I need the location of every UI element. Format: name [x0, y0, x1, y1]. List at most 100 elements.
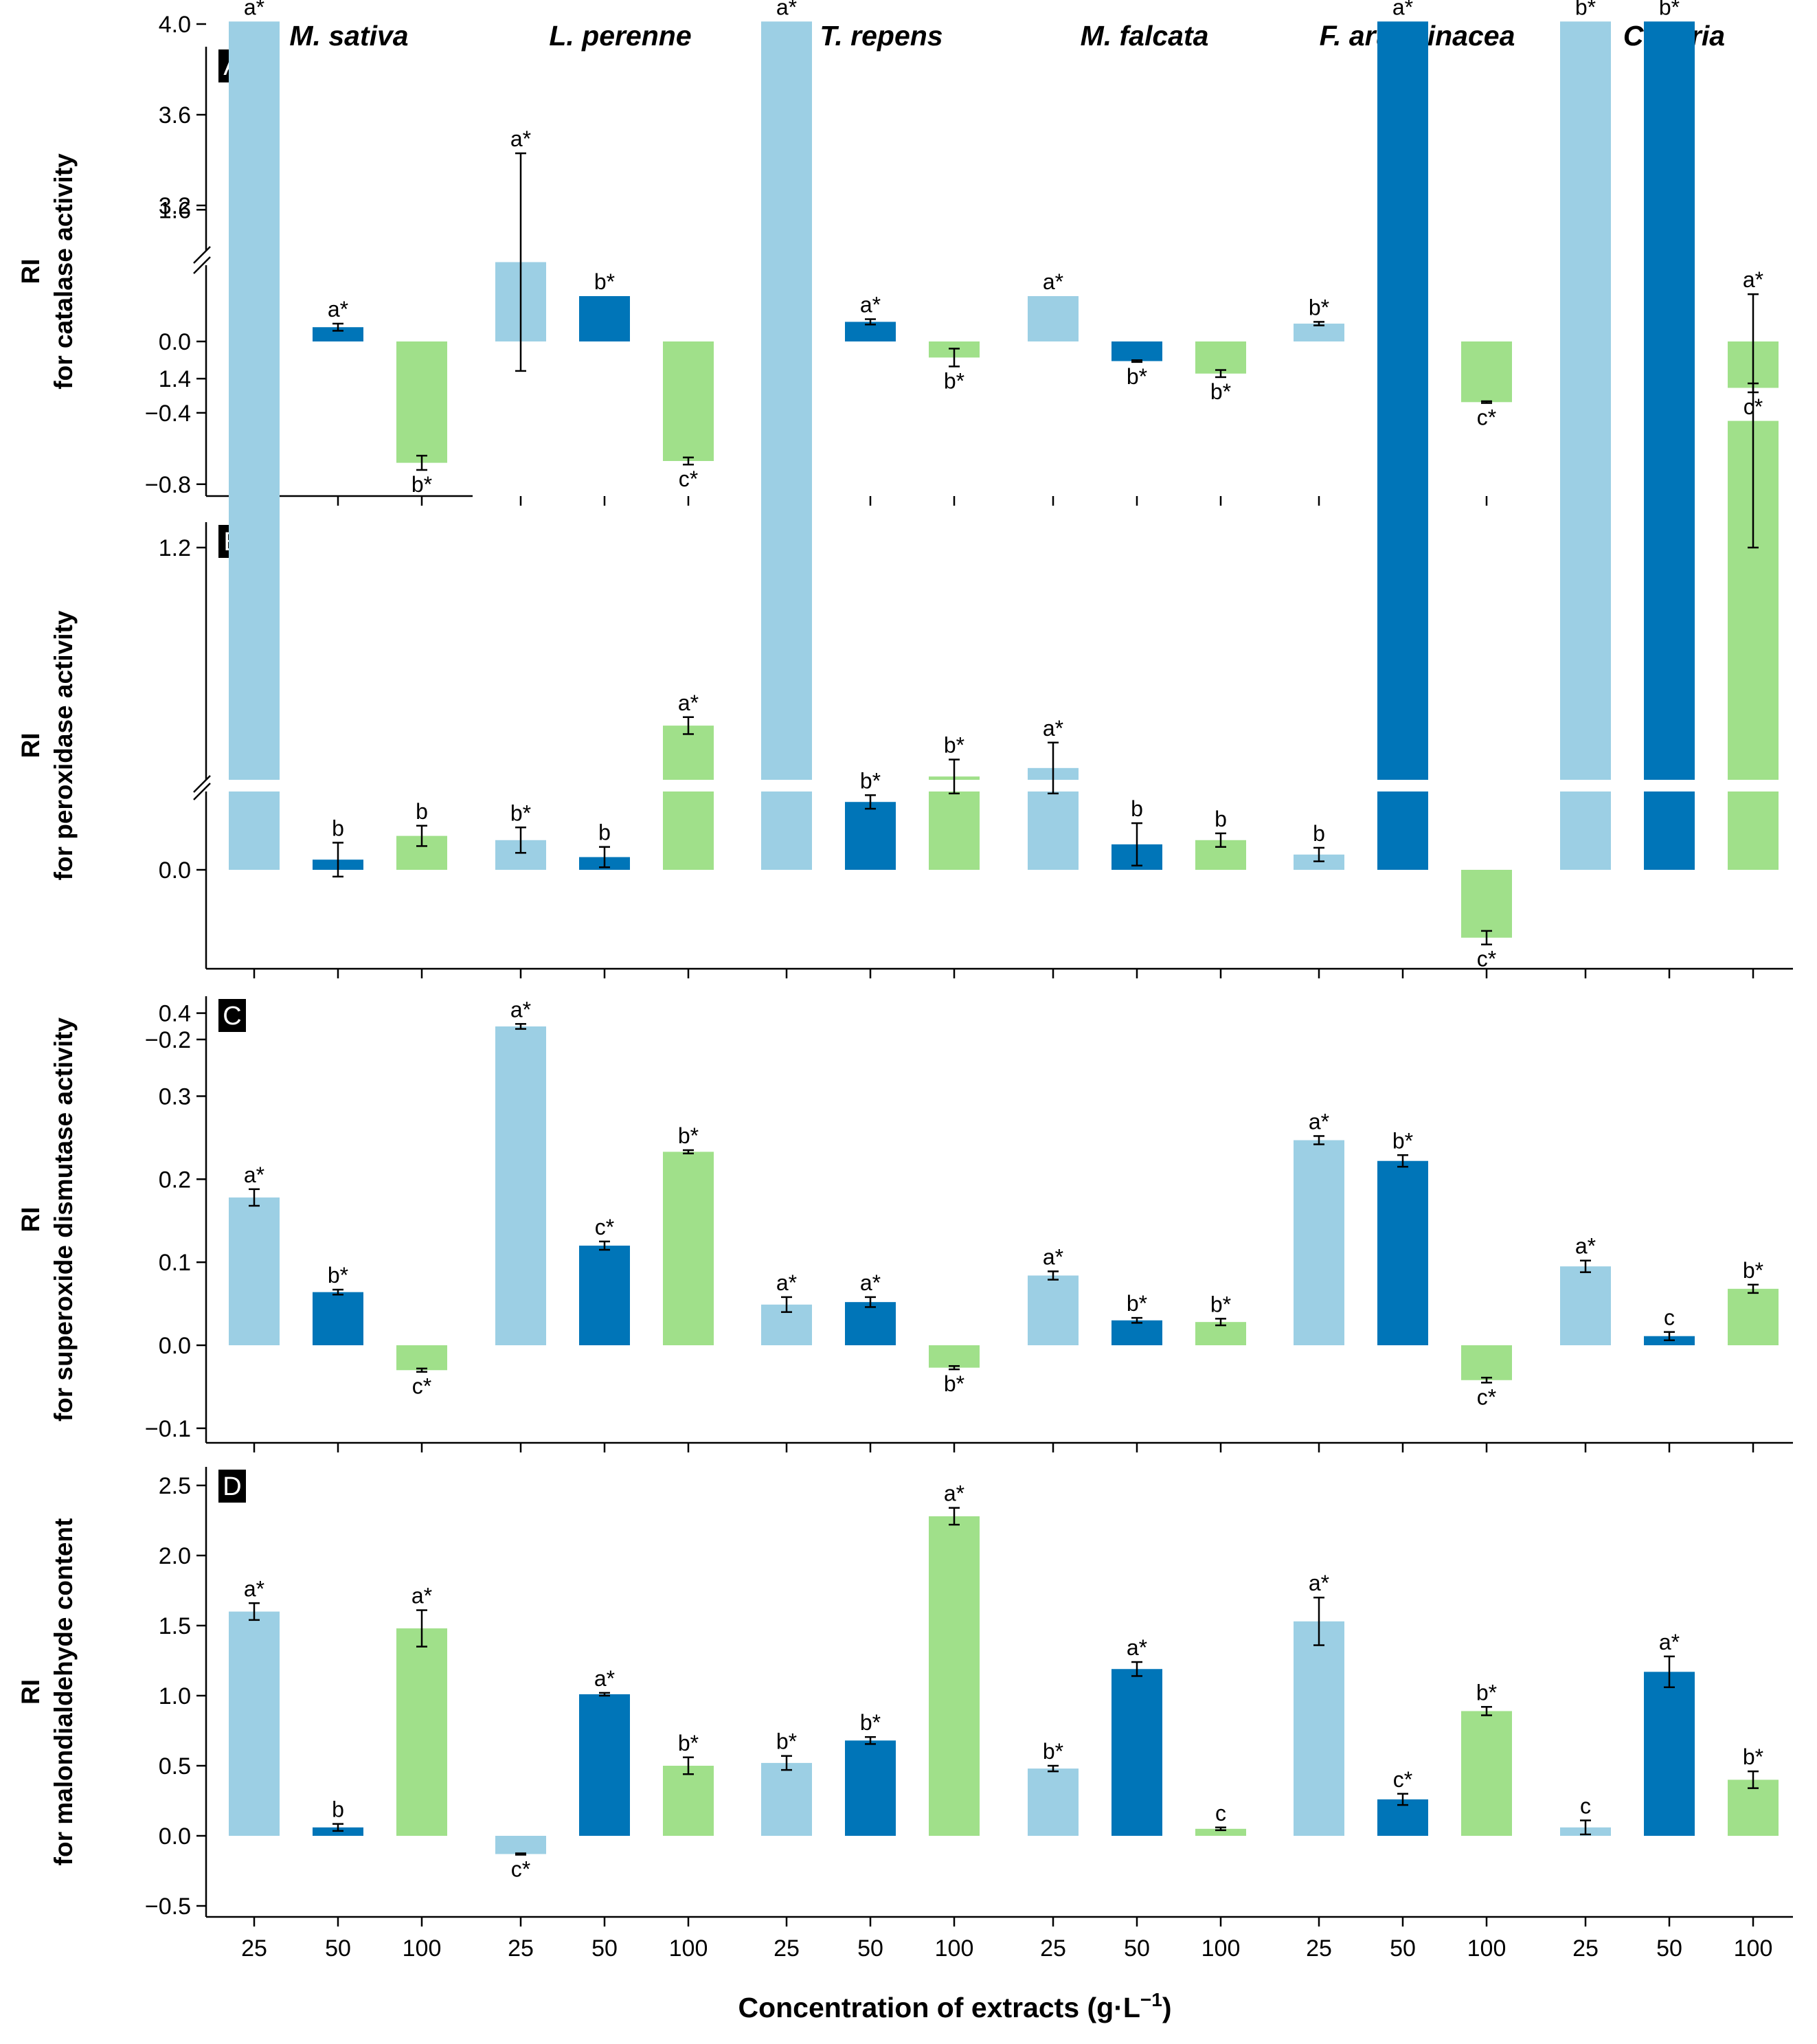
bar-group: b* [929, 341, 980, 393]
bar [579, 296, 630, 341]
bar-group: b* [929, 732, 980, 870]
bar-group: b [1111, 796, 1162, 870]
y-tick-label: −0.5 [145, 1894, 191, 1920]
bar-group: b [313, 1797, 363, 1836]
y-tick-label: 4.0 [159, 12, 191, 38]
bar [229, 791, 280, 870]
bar-group: c [1195, 1801, 1246, 1836]
bar-group: a* [1028, 1244, 1079, 1345]
y-tick-label: 0.5 [159, 1753, 191, 1779]
bar-group: c [1644, 1305, 1695, 1345]
significance-label: c [1215, 1801, 1226, 1826]
y-tick-label: 0.3 [159, 1083, 191, 1110]
bar-group: b* [1728, 1258, 1779, 1345]
significance-label: b* [678, 1731, 699, 1755]
bar-group: b [1294, 821, 1344, 870]
x-tick-label: 25 [1306, 1935, 1332, 1962]
bar-group: a* [495, 997, 546, 1345]
significance-label: b* [944, 368, 964, 393]
x-tick-label: 50 [1656, 1935, 1682, 1962]
x-axis-title-superscript: −1 [1140, 1989, 1162, 2010]
bar-group: a* [1028, 269, 1079, 341]
significance-label: a* [860, 1270, 881, 1295]
panel-c: −0.1 0.0 0.1 0.2 0.3 0.4 RI for superoxide dism… [16, 996, 1793, 1452]
bar-group: b* [1294, 295, 1344, 341]
significance-label: b* [1659, 0, 1680, 19]
bar-group: a* [1644, 1630, 1695, 1836]
significance-label: b* [1575, 0, 1596, 19]
significance-label: b* [678, 1123, 699, 1148]
bar-group: a* [761, 0, 812, 870]
bar-group: a* [663, 690, 714, 870]
bar [1028, 296, 1079, 341]
y-tick-label: 1.6 [159, 197, 191, 223]
y-tick-label: −0.8 [145, 472, 191, 498]
bar-group: a* [1377, 0, 1428, 870]
axis-break-mark [193, 775, 211, 793]
significance-label: c* [412, 1374, 431, 1399]
y-tick-label: 0.0 [159, 1823, 191, 1850]
bar-group: c* [579, 1215, 630, 1345]
bar [845, 1302, 896, 1345]
bar-group: b* [1111, 341, 1162, 389]
bar [1461, 1711, 1512, 1836]
y-axis-title: RI for superoxide dismutase activity [16, 1018, 78, 1422]
significance-label: a* [244, 1163, 264, 1187]
bar-group: b [1195, 807, 1246, 870]
significance-label: a* [411, 1584, 432, 1608]
bar-group: a* [1028, 716, 1079, 870]
x-tick-label: 25 [241, 1935, 267, 1962]
x-tick-label: 25 [1572, 1935, 1599, 1962]
bar-group: a* [1111, 1635, 1162, 1836]
bar [495, 1836, 546, 1854]
y-tick-label: 3.2 [159, 193, 191, 219]
species-label: M. falcata [1081, 20, 1209, 52]
significance-label: c* [511, 1857, 530, 1882]
significance-label: b* [860, 768, 881, 793]
significance-label: a* [1575, 1234, 1596, 1259]
axis-break-mark [193, 246, 211, 264]
bar-group: c [1560, 1794, 1611, 1836]
significance-label: a* [1309, 1571, 1329, 1595]
y-tick-label: 0.0 [159, 857, 191, 884]
bar-group: b* [929, 1345, 980, 1396]
x-tick-label: 25 [774, 1935, 800, 1962]
significance-label: b [332, 816, 344, 840]
x-tick-label: 50 [591, 1935, 618, 1962]
significance-label: a* [328, 297, 348, 322]
x-axis-title-main: Concentration of extracts (g·L [738, 1992, 1140, 2023]
bar-group: c* [1377, 1767, 1428, 1836]
bar [396, 341, 447, 463]
bar [929, 1345, 980, 1368]
significance-label: c* [679, 467, 698, 491]
y-tick-label: 1.4 [159, 366, 191, 392]
bar-group: a* [229, 0, 280, 870]
bar-group: b* [1644, 0, 1695, 870]
significance-label: a* [776, 1270, 797, 1295]
bar [1377, 1160, 1428, 1345]
bar-group: b [313, 816, 363, 878]
bar-group: c* [396, 1345, 447, 1399]
significance-label: b* [860, 1710, 881, 1735]
panel-b: −0.20.01.21.41.6RI for peroxidase activit… [16, 0, 1793, 1053]
y-axis-title-line2: for malondialdehyde content [49, 1518, 78, 1866]
bar [1195, 341, 1246, 374]
significance-label: a* [1743, 267, 1763, 292]
axis-break-mark [193, 783, 211, 800]
bar [1560, 1266, 1611, 1345]
bar-group: a* [579, 1666, 630, 1836]
significance-label: b* [411, 472, 432, 497]
panel-label: C [218, 999, 246, 1032]
y-tick-label: 1.5 [159, 1613, 191, 1639]
bar-group: b* [579, 269, 630, 341]
bar-group: b* [1461, 1680, 1512, 1836]
y-tick-label: 0.4 [159, 1001, 191, 1027]
significance-label: a* [510, 997, 531, 1022]
significance-label: b* [594, 269, 615, 294]
bar [663, 341, 714, 461]
panel-a: −0.8 −0.4 0.0 3.2 3.6 4.0 RI for catalase activ… [16, 12, 1779, 506]
significance-label: b* [776, 1729, 797, 1754]
bar-group: a* [396, 1584, 447, 1836]
significance-label: b* [944, 1371, 964, 1396]
axis-break-mark [193, 256, 211, 274]
